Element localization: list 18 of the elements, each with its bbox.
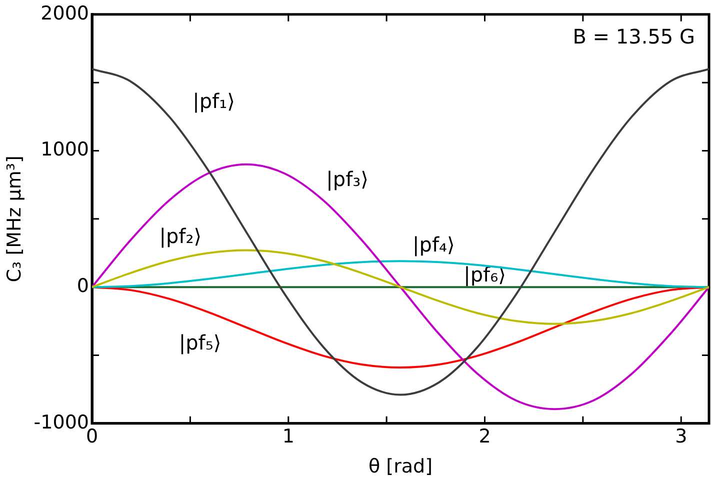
annotation: B = 13.55 G bbox=[572, 24, 695, 49]
y-tick-label: 1000 bbox=[40, 138, 90, 161]
x-axis-title: θ [rad] bbox=[368, 456, 433, 478]
line-series bbox=[92, 68, 709, 396]
series-label: |pf₂⟩ bbox=[159, 224, 202, 248]
y-axis-title: C₃ [MHz µm³] bbox=[3, 156, 26, 282]
series-label: |pf₃⟩ bbox=[326, 166, 368, 191]
line-series bbox=[92, 163, 709, 410]
series-label: |pf₄⟩ bbox=[412, 232, 455, 256]
line-series bbox=[92, 260, 709, 288]
y-tick-label: 0 bbox=[76, 275, 90, 298]
x-tick-label: 1 bbox=[282, 426, 294, 448]
x-tick-label: 3 bbox=[675, 426, 688, 448]
x-tick-label: 2 bbox=[478, 426, 491, 448]
series-label: |pf₅⟩ bbox=[178, 330, 222, 355]
series-label: |pf₁⟩ bbox=[192, 89, 235, 114]
series-label: |pf₆⟩ bbox=[464, 262, 506, 286]
y-tick-label: 2000 bbox=[40, 2, 90, 24]
